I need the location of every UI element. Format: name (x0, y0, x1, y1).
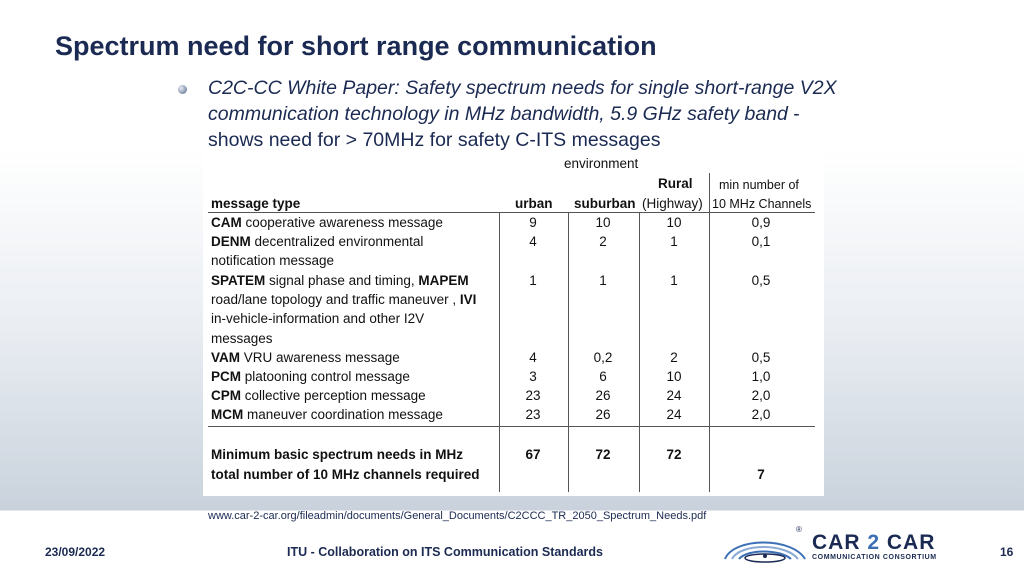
cpm-rural: 24 (666, 388, 682, 403)
summary-rule (208, 426, 815, 427)
car2car-logo: ® CAR 2 CAR COMMUNICATION CONSORTIUM (722, 525, 962, 567)
bullet-italic: C2C-CC White Paper: Safety spectrum need… (208, 77, 837, 125)
summary-suburban: 72 (595, 447, 611, 462)
pcm-urban: 3 (529, 369, 537, 384)
slide-title: Spectrum need for short range communicat… (55, 31, 657, 61)
col-divider-1 (499, 212, 500, 492)
header-environment: environment (564, 156, 639, 171)
cpm-min: 2,0 (751, 388, 771, 403)
row-vam: VAM VRU awareness message (211, 350, 400, 365)
pcm-suburban: 6 (599, 369, 607, 384)
cam-suburban: 10 (595, 215, 611, 230)
cam-urban: 9 (529, 215, 537, 230)
spatem-min: 0,5 (751, 273, 771, 288)
footer-date: 23/09/2022 (45, 545, 106, 559)
page-number: 16 (1000, 545, 1014, 559)
logo-wordmark: CAR 2 CAR (812, 531, 936, 554)
logo-subtitle: COMMUNICATION CONSORTIUM (812, 554, 937, 561)
denm-urban: 4 (529, 234, 537, 249)
denm-rural: 1 (670, 234, 678, 249)
header-rule (208, 212, 815, 213)
mcm-urban: 23 (525, 407, 541, 422)
pcm-min: 1,0 (751, 369, 771, 384)
spectrum-table: environment Rural min number of message … (203, 151, 824, 496)
row-cpm: CPM collective perception message (211, 388, 426, 403)
col-divider-2 (568, 212, 569, 492)
header-min: min number of (719, 178, 799, 192)
row-spatem-cont1: road/lane topology and traffic maneuver … (211, 292, 477, 307)
row-denm: DENM decentralized environmental (211, 234, 424, 249)
pcm-rural: 10 (666, 369, 682, 384)
source-link[interactable]: www.car-2-car.org/fileadmin/documents/Ge… (208, 510, 707, 522)
header-message-type: message type (211, 196, 301, 211)
channels-value: 7 (757, 467, 765, 482)
row-cam: CAM cooperative awareness message (211, 215, 443, 230)
vam-urban: 4 (529, 350, 537, 365)
col-divider-4 (709, 173, 710, 492)
summary-label: Minimum basic spectrum needs in MHz (211, 447, 464, 462)
car-signal-icon (724, 541, 806, 563)
row-mcm: MCM maneuver coordination message (211, 407, 443, 422)
cam-min: 0,9 (751, 215, 771, 230)
row-spatem-cont2: in-vehicle-information and other I2V (211, 311, 425, 326)
header-suburban: suburban (574, 196, 636, 211)
footer-title: ITU - Collaboration on ITS Communication… (287, 545, 603, 559)
bullet-text: C2C-CC White Paper: Safety spectrum need… (208, 75, 848, 153)
vam-min: 0,5 (751, 350, 771, 365)
row-pcm: PCM platooning control message (211, 369, 410, 384)
channels-label: total number of 10 MHz channels required (211, 467, 480, 482)
summary-rural: 72 (666, 447, 682, 462)
spatem-rural: 1 (670, 273, 678, 288)
mcm-rural: 24 (666, 407, 682, 422)
registered-mark: ® (796, 525, 802, 534)
row-spatem-cont3: messages (211, 331, 273, 346)
cpm-urban: 23 (525, 388, 541, 403)
cpm-suburban: 26 (595, 388, 611, 403)
spatem-urban: 1 (529, 273, 537, 288)
header-rural: Rural (658, 176, 693, 191)
denm-min: 0,1 (751, 234, 771, 249)
header-highway: (Highway) (642, 196, 703, 211)
denm-suburban: 2 (599, 234, 607, 249)
summary-urban: 67 (525, 447, 541, 462)
vam-suburban: 0,2 (593, 350, 613, 365)
bullet-rest: - shows need for > 70MHz for safety C-IT… (208, 103, 800, 151)
mcm-suburban: 26 (595, 407, 611, 422)
header-urban: urban (515, 196, 553, 211)
vam-rural: 2 (670, 350, 678, 365)
col-divider-3 (639, 212, 640, 492)
spatem-suburban: 1 (599, 273, 607, 288)
mcm-min: 2,0 (751, 407, 771, 422)
cam-rural: 10 (666, 215, 682, 230)
header-channels: 10 MHz Channels (712, 197, 812, 211)
row-spatem: SPATEM signal phase and timing, MAPEM (211, 273, 469, 288)
bullet-icon (178, 85, 187, 94)
row-denm-cont: notification message (211, 253, 335, 268)
